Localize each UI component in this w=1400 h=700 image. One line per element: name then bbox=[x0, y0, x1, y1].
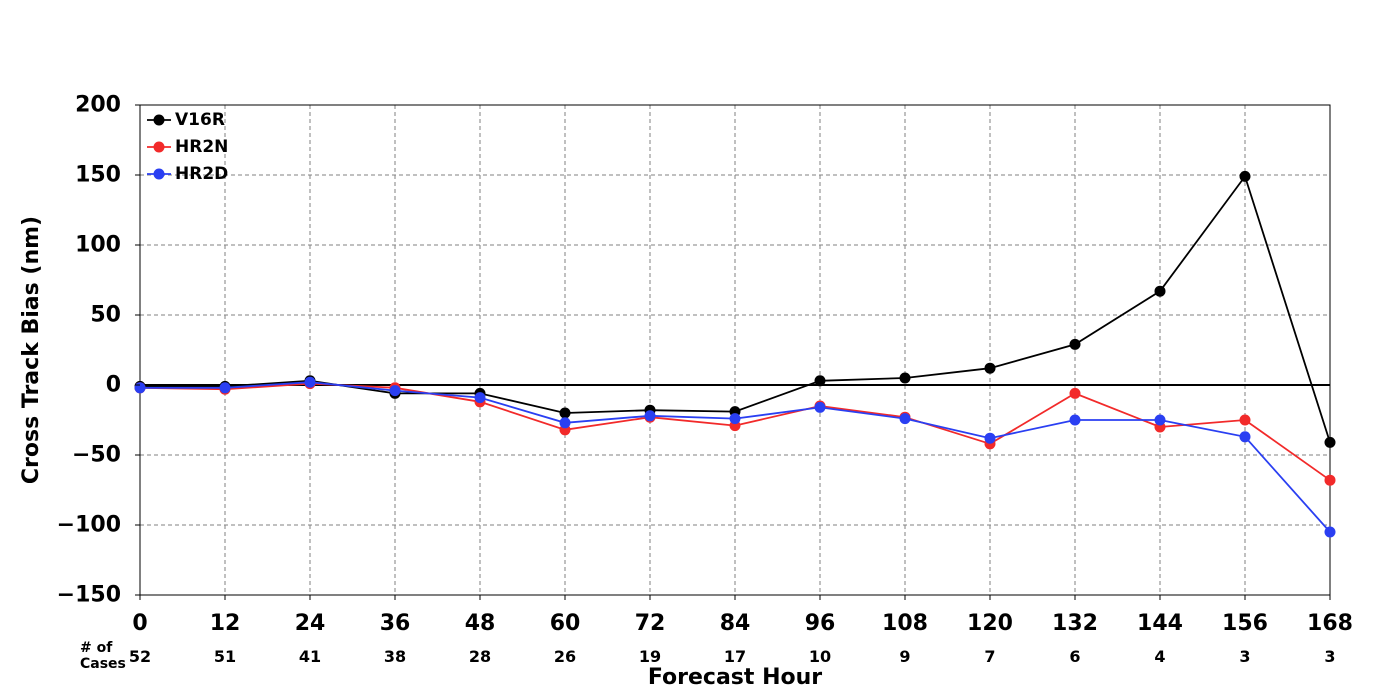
y-tick-label: 200 bbox=[75, 93, 121, 118]
data-point bbox=[1239, 170, 1251, 182]
data-point bbox=[814, 375, 826, 387]
data-point bbox=[219, 382, 231, 394]
case-count: 3 bbox=[1239, 647, 1250, 666]
x-tick-label: 120 bbox=[967, 611, 1013, 636]
y-tick-label: 50 bbox=[90, 303, 121, 328]
y-axis-label: Cross Track Bias (nm) bbox=[19, 216, 44, 484]
legend-label: V16R bbox=[175, 110, 225, 130]
data-point bbox=[899, 413, 911, 425]
x-tick-label: 96 bbox=[805, 611, 836, 636]
case-count: 7 bbox=[984, 647, 995, 666]
case-count: 26 bbox=[554, 647, 576, 666]
y-tick-label: −50 bbox=[72, 443, 121, 468]
data-point bbox=[474, 392, 486, 404]
data-point bbox=[814, 401, 826, 413]
grid-layer bbox=[140, 105, 1330, 595]
y-tick-label: −100 bbox=[57, 513, 121, 538]
case-count: 9 bbox=[899, 647, 910, 666]
y-tick-label: 100 bbox=[75, 233, 121, 258]
x-tick-label: 60 bbox=[550, 611, 581, 636]
data-point bbox=[984, 362, 996, 374]
x-tick-label: 12 bbox=[210, 611, 241, 636]
data-point bbox=[304, 376, 316, 388]
x-axis-label: Forecast Hour bbox=[648, 665, 822, 690]
case-count: 41 bbox=[299, 647, 321, 666]
data-point bbox=[1069, 387, 1081, 399]
legend-item-hr2n: HR2N bbox=[147, 137, 228, 157]
data-point bbox=[559, 407, 571, 419]
x-tick-label: 24 bbox=[295, 611, 326, 636]
case-count: 4 bbox=[1154, 647, 1165, 666]
legend-marker bbox=[153, 168, 165, 180]
data-point bbox=[389, 385, 401, 397]
x-tick-label: 144 bbox=[1137, 611, 1183, 636]
cases-label-line1: # of bbox=[80, 640, 113, 656]
data-point bbox=[1324, 526, 1336, 538]
case-count: 38 bbox=[384, 647, 406, 666]
case-count: 52 bbox=[129, 647, 151, 666]
x-tick-label: 84 bbox=[720, 611, 751, 636]
legend-marker bbox=[153, 114, 165, 126]
data-point bbox=[1154, 285, 1166, 297]
case-count: 51 bbox=[214, 647, 236, 666]
x-axis-ticks: 0 12 24 36 48 60 72 84 96 108 120 132 144 156 168 bbox=[132, 595, 1353, 636]
data-point bbox=[1324, 474, 1336, 486]
data-point bbox=[559, 417, 571, 429]
data-point bbox=[1239, 414, 1251, 426]
legend-label: HR2N bbox=[175, 137, 228, 157]
case-count: 10 bbox=[809, 647, 831, 666]
data-point bbox=[1154, 414, 1166, 426]
x-tick-label: 72 bbox=[635, 611, 666, 636]
x-tick-label: 168 bbox=[1307, 611, 1353, 636]
data-point bbox=[1069, 414, 1081, 426]
cases-label-line2: Cases bbox=[80, 656, 126, 672]
case-count: 3 bbox=[1324, 647, 1335, 666]
legend-marker bbox=[153, 141, 165, 153]
y-tick-label: 150 bbox=[75, 163, 121, 188]
legend-item-hr2d: HR2D bbox=[147, 164, 228, 184]
data-point bbox=[1069, 338, 1081, 350]
legend-item-v16r: V16R bbox=[147, 110, 225, 130]
legend-label: HR2D bbox=[175, 164, 228, 184]
data-point bbox=[984, 432, 996, 444]
x-tick-label: 108 bbox=[882, 611, 928, 636]
cases-row: # of Cases 52 51 41 38 28 26 19 17 10 9 7 6 4 3 3 bbox=[80, 640, 1336, 672]
case-count: 6 bbox=[1069, 647, 1080, 666]
x-tick-label: 156 bbox=[1222, 611, 1268, 636]
data-point bbox=[899, 372, 911, 384]
x-tick-label: 48 bbox=[465, 611, 496, 636]
data-point bbox=[644, 410, 656, 422]
series-layer bbox=[134, 170, 1336, 538]
data-point bbox=[729, 413, 741, 425]
x-tick-label: 36 bbox=[380, 611, 411, 636]
case-count: 19 bbox=[639, 647, 661, 666]
data-point bbox=[1324, 436, 1336, 448]
x-tick-label: 0 bbox=[132, 611, 147, 636]
case-count: 17 bbox=[724, 647, 746, 666]
data-point bbox=[1239, 431, 1251, 443]
y-tick-label: 0 bbox=[106, 373, 121, 398]
y-axis-ticks: 200 150 100 50 0 −50 −100 −150 bbox=[57, 93, 140, 608]
series-hr2d bbox=[134, 376, 1336, 538]
data-point bbox=[134, 382, 146, 394]
legend: V16R HR2N HR2D bbox=[147, 110, 228, 184]
y-tick-label: −150 bbox=[57, 583, 121, 608]
x-tick-label: 132 bbox=[1052, 611, 1098, 636]
case-count: 28 bbox=[469, 647, 491, 666]
